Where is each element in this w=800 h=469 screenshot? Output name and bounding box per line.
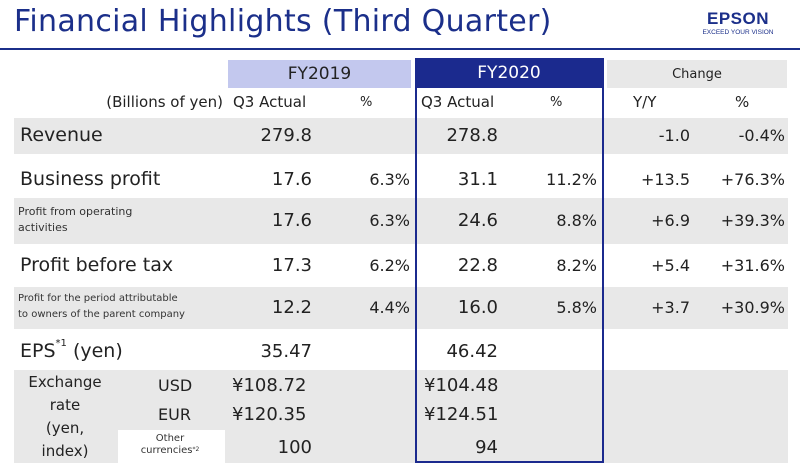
revenue-fy2020-q3: 278.8	[446, 125, 498, 146]
eps-fy2019: 35.47	[260, 341, 312, 362]
profit-before-tax-fy2019-q3: 17.3	[271, 255, 312, 276]
profit-before-tax-fy2020-pct: 8.2%	[556, 256, 597, 275]
units-label: (Billions of yen)	[106, 93, 223, 111]
header-change: Change	[607, 60, 787, 88]
business-profit-fy2020-q3: 31.1	[457, 169, 498, 190]
fy2020-q3-header: Q3 Actual	[421, 93, 495, 111]
row-label-operating-line1: Profit from operating	[18, 205, 133, 218]
eur-label: EUR	[158, 405, 191, 424]
revenue-row	[14, 118, 788, 154]
operating-profit-fy2020-pct: 8.8%	[556, 211, 597, 230]
business-profit-fy2019-pct: 6.3%	[369, 170, 410, 189]
usd-label: USD	[158, 376, 193, 395]
usd-fy2020: ¥104.48	[424, 375, 499, 396]
business-profit-change-yy: +13.5	[640, 170, 690, 189]
profit-for-period-fy2019-pct: 4.4%	[369, 298, 410, 317]
other-label-line1: Other	[155, 433, 185, 444]
row-label-eps: EPS*1 (yen)	[20, 338, 123, 362]
change-pct-header: %	[735, 93, 750, 111]
fy2020-pct-header: %	[550, 95, 563, 110]
exchange-label-line3: (yen,	[45, 419, 85, 437]
other-label-line2: currencies	[140, 445, 193, 456]
other-fy2019: 100	[277, 437, 312, 458]
logo-tagline: EXCEED YOUR VISION	[702, 29, 774, 36]
other-fy2020: 94	[475, 437, 498, 458]
row-label-business-profit: Business profit	[20, 168, 161, 190]
eur-fy2020: ¥124.51	[424, 404, 499, 425]
exchange-label-line1: Exchange	[28, 373, 102, 391]
eps-fy2020: 46.42	[446, 341, 498, 362]
row-label-revenue: Revenue	[20, 124, 103, 146]
page-title: Financial Highlights (Third Quarter)	[14, 4, 552, 39]
other-currencies-label-bg	[118, 430, 225, 463]
other-currencies-label: Other currencies*2	[122, 433, 218, 457]
operating-profit-change-yy: +6.9	[651, 211, 690, 230]
operating-profit-fy2020-q3: 24.6	[457, 210, 498, 231]
operating-profit-change-pct: +39.3%	[720, 211, 785, 230]
profit-before-tax-fy2019-pct: 6.2%	[369, 256, 410, 275]
fy2019-q3-header: Q3 Actual	[233, 93, 307, 111]
operating-profit-fy2019-q3: 17.6	[271, 210, 312, 231]
eur-fy2019: ¥120.35	[232, 404, 307, 425]
profit-before-tax-change-pct: +31.6%	[720, 256, 785, 275]
operating-profit-row	[14, 198, 788, 244]
business-profit-change-pct: +76.3%	[720, 170, 785, 189]
other-footnote: *2	[192, 446, 200, 453]
eps-footnote: *1	[55, 338, 67, 349]
profit-for-period-change-pct: +30.9%	[720, 298, 785, 317]
change-yy-header: Y/Y	[633, 93, 657, 111]
profit-before-tax-change-yy: +5.4	[651, 256, 690, 275]
profit-for-period-change-yy: +3.7	[651, 298, 690, 317]
row-label-profit-before-tax: Profit before tax	[20, 254, 174, 276]
eps-unit: (yen)	[72, 340, 123, 362]
fy2019-pct-header: %	[360, 95, 373, 110]
title-divider	[0, 48, 800, 50]
revenue-fy2019-q3: 279.8	[260, 125, 312, 146]
header-fy2020: FY2020	[415, 58, 603, 88]
exchange-label-line2: rate	[49, 396, 81, 414]
header-fy2019: FY2019	[228, 60, 411, 88]
operating-profit-fy2019-pct: 6.3%	[369, 211, 410, 230]
eps-label: EPS	[20, 340, 56, 362]
revenue-change-pct: -0.4%	[738, 126, 785, 145]
exchange-label-line4: index)	[41, 442, 89, 460]
epson-logo: EPSON	[706, 9, 770, 28]
revenue-change-yy: -1.0	[658, 126, 690, 145]
row-label-operating-line2: activities	[18, 221, 68, 234]
profit-for-period-fy2020-pct: 5.8%	[556, 298, 597, 317]
profit-for-period-fy2020-q3: 16.0	[457, 297, 498, 318]
row-label-period-line1: Profit for the period attributable	[18, 293, 178, 304]
usd-fy2019: ¥108.72	[232, 375, 307, 396]
profit-for-period-row	[14, 287, 788, 329]
profit-before-tax-fy2020-q3: 22.8	[457, 255, 498, 276]
business-profit-fy2019-q3: 17.6	[271, 169, 312, 190]
row-label-period-line2: to owners of the parent company	[18, 309, 185, 320]
business-profit-fy2020-pct: 11.2%	[546, 170, 597, 189]
profit-for-period-fy2019-q3: 12.2	[271, 297, 312, 318]
